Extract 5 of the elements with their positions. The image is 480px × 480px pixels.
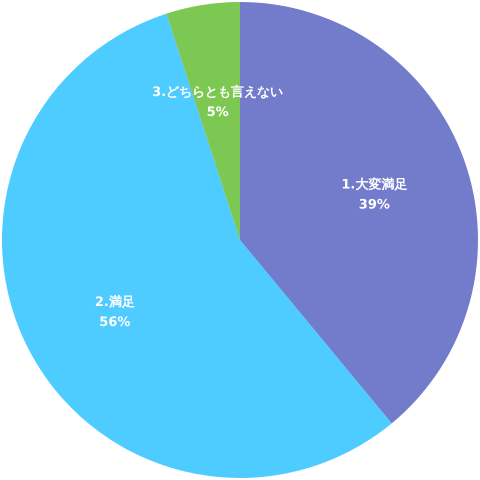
slice-label: 2.満足 [94,294,135,310]
slice-label: 1.大変満足 [341,176,408,193]
data-label: 39% [358,198,390,213]
data-label: 56% [99,314,130,330]
data-label: 5% [206,104,229,120]
